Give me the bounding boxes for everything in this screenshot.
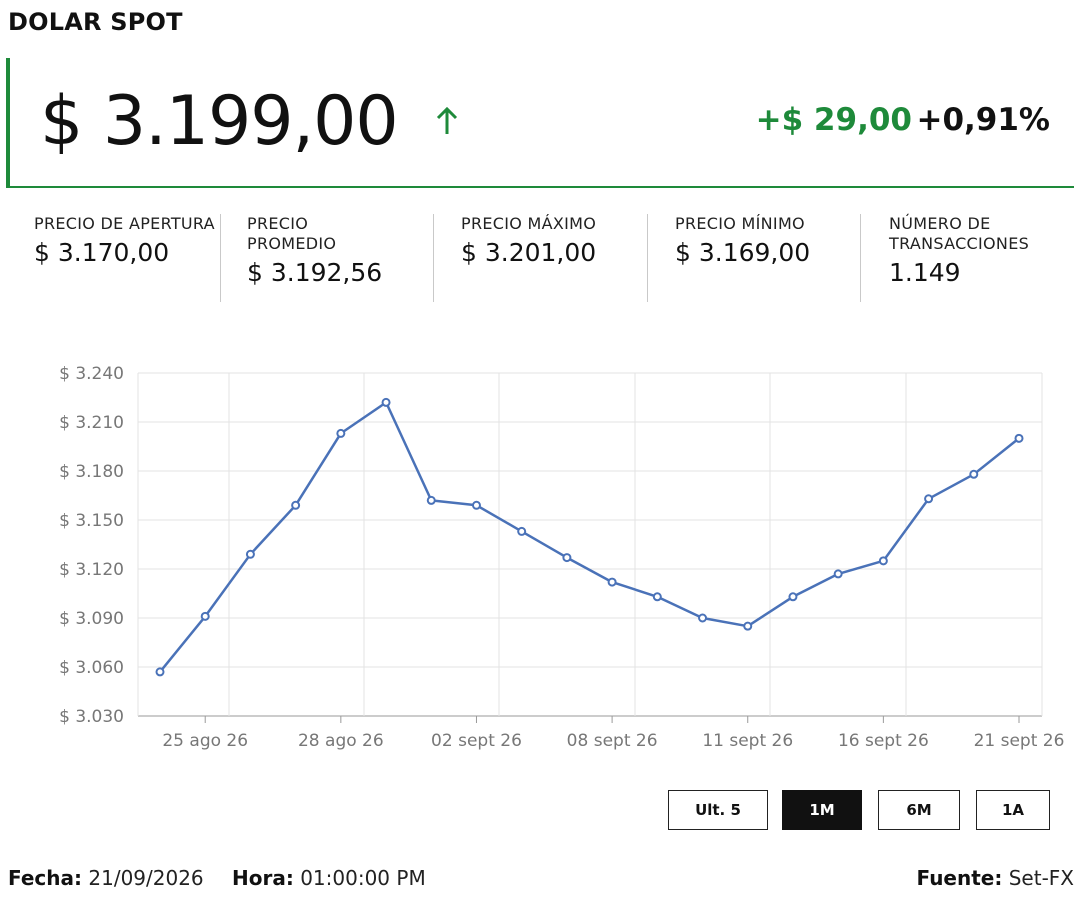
price-line-chart: $ 3.030 $ 3.060 $ 3.090 $ 3.120 $ 3.150 $ 3.1…	[59, 364, 1065, 751]
price-change: +$ 29,00	[755, 102, 912, 138]
y-tick-label: $ 3.030	[59, 707, 124, 727]
footer-source-value: Set-FX	[1008, 866, 1074, 890]
stat-divider	[647, 214, 648, 302]
range-button-last5[interactable]: Ult. 5	[668, 790, 768, 830]
data-point	[652, 592, 662, 602]
data-point	[743, 621, 753, 631]
quote-panel: $ 3.199,00 +$ 29,00 +0,91%	[6, 58, 1074, 188]
y-tick-label: $ 3.120	[59, 560, 124, 580]
stat-value: $ 3.192,56	[247, 258, 383, 287]
footer-date: Fecha: 21/09/2026	[8, 866, 204, 890]
data-point	[969, 469, 979, 479]
stat-value: $ 3.170,00	[34, 238, 170, 267]
stat-label: PRECIO PROMEDIO	[247, 214, 337, 253]
stat-transactions: NÚMERO DE TRANSACCIONES 1.149	[889, 214, 1069, 302]
price-change-percent: +0,91%	[916, 102, 1050, 138]
data-point	[833, 569, 843, 579]
data-point	[291, 500, 301, 510]
stat-min: PRECIO MÍNIMO $ 3.169,00	[675, 214, 865, 302]
stat-opening: PRECIO DE APERTURA $ 3.170,00	[34, 214, 224, 302]
data-point	[698, 613, 708, 623]
footer-source: Fuente: Set-FX	[917, 866, 1074, 890]
stat-divider	[220, 214, 221, 302]
data-point	[426, 495, 436, 505]
range-button-6m[interactable]: 6M	[878, 790, 960, 830]
footer-source-label: Fuente:	[916, 866, 1003, 890]
y-tick-label: $ 3.240	[59, 364, 124, 384]
y-tick-label: $ 3.180	[59, 462, 124, 482]
stat-value: 1.149	[889, 258, 961, 287]
y-tick-label: $ 3.150	[59, 511, 124, 531]
footer-time-label: Hora:	[232, 866, 294, 890]
x-tick-label: 21 sept 26	[974, 731, 1065, 751]
x-tick-label: 16 sept 26	[838, 731, 929, 751]
stat-value: $ 3.169,00	[675, 238, 811, 267]
stat-label: PRECIO MÁXIMO	[461, 214, 597, 233]
series-line	[159, 401, 1020, 673]
footer-date-label: Fecha:	[8, 866, 83, 890]
x-tick-label: 08 sept 26	[567, 731, 658, 751]
range-button-1a[interactable]: 1A	[976, 790, 1050, 830]
data-point	[878, 556, 888, 566]
stat-divider	[433, 214, 434, 302]
x-tick-label: 28 ago 26	[298, 731, 384, 751]
data-point	[788, 592, 798, 602]
stat-label: NÚMERO DE TRANSACCIONES	[889, 214, 1030, 253]
page-title: DOLAR SPOT	[8, 8, 183, 36]
arrow-up-icon	[436, 106, 458, 134]
data-point	[245, 549, 255, 559]
stat-label: PRECIO DE APERTURA	[34, 214, 215, 233]
y-tick-label: $ 3.090	[59, 609, 124, 629]
data-point	[471, 500, 481, 510]
stat-divider	[860, 214, 861, 302]
y-tick-label: $ 3.060	[59, 658, 124, 678]
stat-max: PRECIO MÁXIMO $ 3.201,00	[461, 214, 651, 302]
data-point	[336, 428, 346, 438]
data-point	[924, 494, 934, 504]
y-tick-label: $ 3.210	[59, 413, 124, 433]
x-tick-label: 11 sept 26	[702, 731, 793, 751]
footer-time-value: 01:00:00 PM	[300, 866, 426, 890]
footer-time: Hora: 01:00:00 PM	[232, 866, 426, 890]
x-tick-label: 25 ago 26	[162, 731, 248, 751]
stat-label: PRECIO MÍNIMO	[675, 214, 805, 233]
stat-average: PRECIO PROMEDIO $ 3.192,56	[247, 214, 397, 302]
data-point	[381, 397, 391, 407]
data-point	[200, 611, 210, 621]
data-point	[517, 526, 527, 536]
stat-value: $ 3.201,00	[461, 238, 597, 267]
footer-date-value: 21/09/2026	[88, 866, 204, 890]
current-price: $ 3.199,00	[40, 82, 399, 161]
x-tick-label: 02 sept 26	[431, 731, 522, 751]
data-point	[155, 667, 165, 677]
data-point	[607, 577, 617, 587]
range-button-1m[interactable]: 1M	[782, 790, 862, 830]
stats-row: PRECIO DE APERTURA $ 3.170,00 PRECIO PRO…	[34, 214, 1074, 302]
data-point	[1014, 433, 1024, 443]
data-point	[562, 553, 572, 563]
